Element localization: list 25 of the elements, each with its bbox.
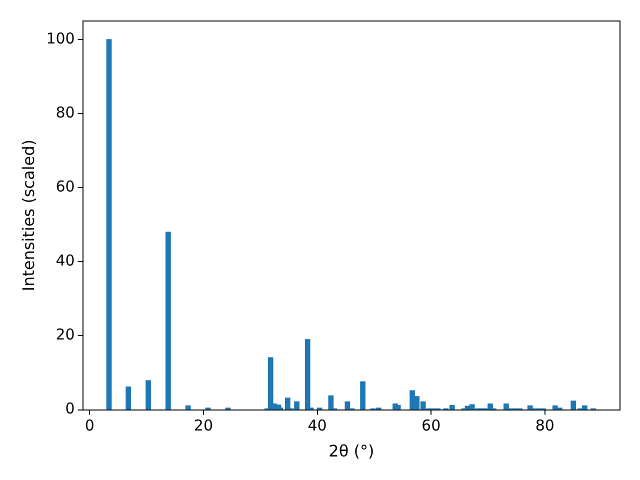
bar bbox=[166, 232, 171, 410]
bar bbox=[304, 339, 310, 410]
bar bbox=[285, 398, 290, 410]
y-tick-label: 0 bbox=[65, 400, 75, 418]
y-tick-label: 100 bbox=[46, 29, 75, 48]
y-tick-label: 40 bbox=[56, 252, 75, 270]
x-tick-label: 40 bbox=[308, 416, 327, 435]
x-tick-label: 20 bbox=[194, 416, 214, 435]
x-tick-label: 80 bbox=[535, 416, 554, 435]
bar bbox=[504, 404, 509, 410]
bar bbox=[268, 357, 274, 410]
bar bbox=[527, 405, 533, 410]
x-tick-label: 0 bbox=[84, 416, 94, 435]
y-tick-label: 20 bbox=[56, 326, 75, 344]
y-tick-label: 80 bbox=[56, 103, 75, 122]
bar bbox=[360, 381, 366, 410]
y-tick-label: 60 bbox=[56, 178, 75, 196]
x-tick-label: 60 bbox=[422, 416, 441, 435]
x-axis-title: 2θ (°) bbox=[328, 442, 374, 461]
bar bbox=[126, 386, 132, 410]
bar bbox=[395, 405, 401, 410]
y-axis-title: Intensities (scaled) bbox=[18, 140, 38, 292]
bar bbox=[146, 380, 151, 410]
bar bbox=[185, 405, 191, 410]
bar bbox=[106, 39, 112, 410]
